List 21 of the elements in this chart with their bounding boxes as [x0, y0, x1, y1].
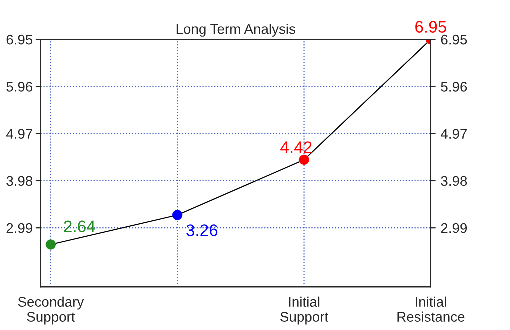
x-tick-label: Initial Support [280, 296, 328, 325]
y-tick-label: 5.96 [6, 82, 33, 92]
data-label: 2.64 [64, 220, 96, 233]
point [46, 240, 56, 250]
point [172, 210, 183, 220]
point [299, 154, 310, 166]
y2-tick-label: 4.97 [440, 129, 468, 140]
x-tick-label: Initial Resistance [398, 296, 465, 322]
y-tick-label: 2.99 [6, 223, 33, 234]
y-tick-label: 4.97 [6, 129, 32, 140]
data-label: 3.26 [186, 224, 218, 236]
x-tick-label: Secondary Support [18, 296, 84, 325]
y2-tick-label: 6.95 [441, 34, 468, 45]
y-tick-label: 3.98 [6, 176, 33, 186]
y-tick-label: 6.95 [6, 34, 33, 45]
data-label: 6.95 [416, 21, 446, 33]
y2-tick-label: 2.99 [441, 223, 468, 234]
chart-title: Long Term Analysis [176, 24, 296, 37]
y2-tick-label: 5.96 [441, 82, 468, 92]
y2-tick-label: 3.98 [441, 176, 468, 186]
data-label: 4.42 [280, 142, 312, 154]
